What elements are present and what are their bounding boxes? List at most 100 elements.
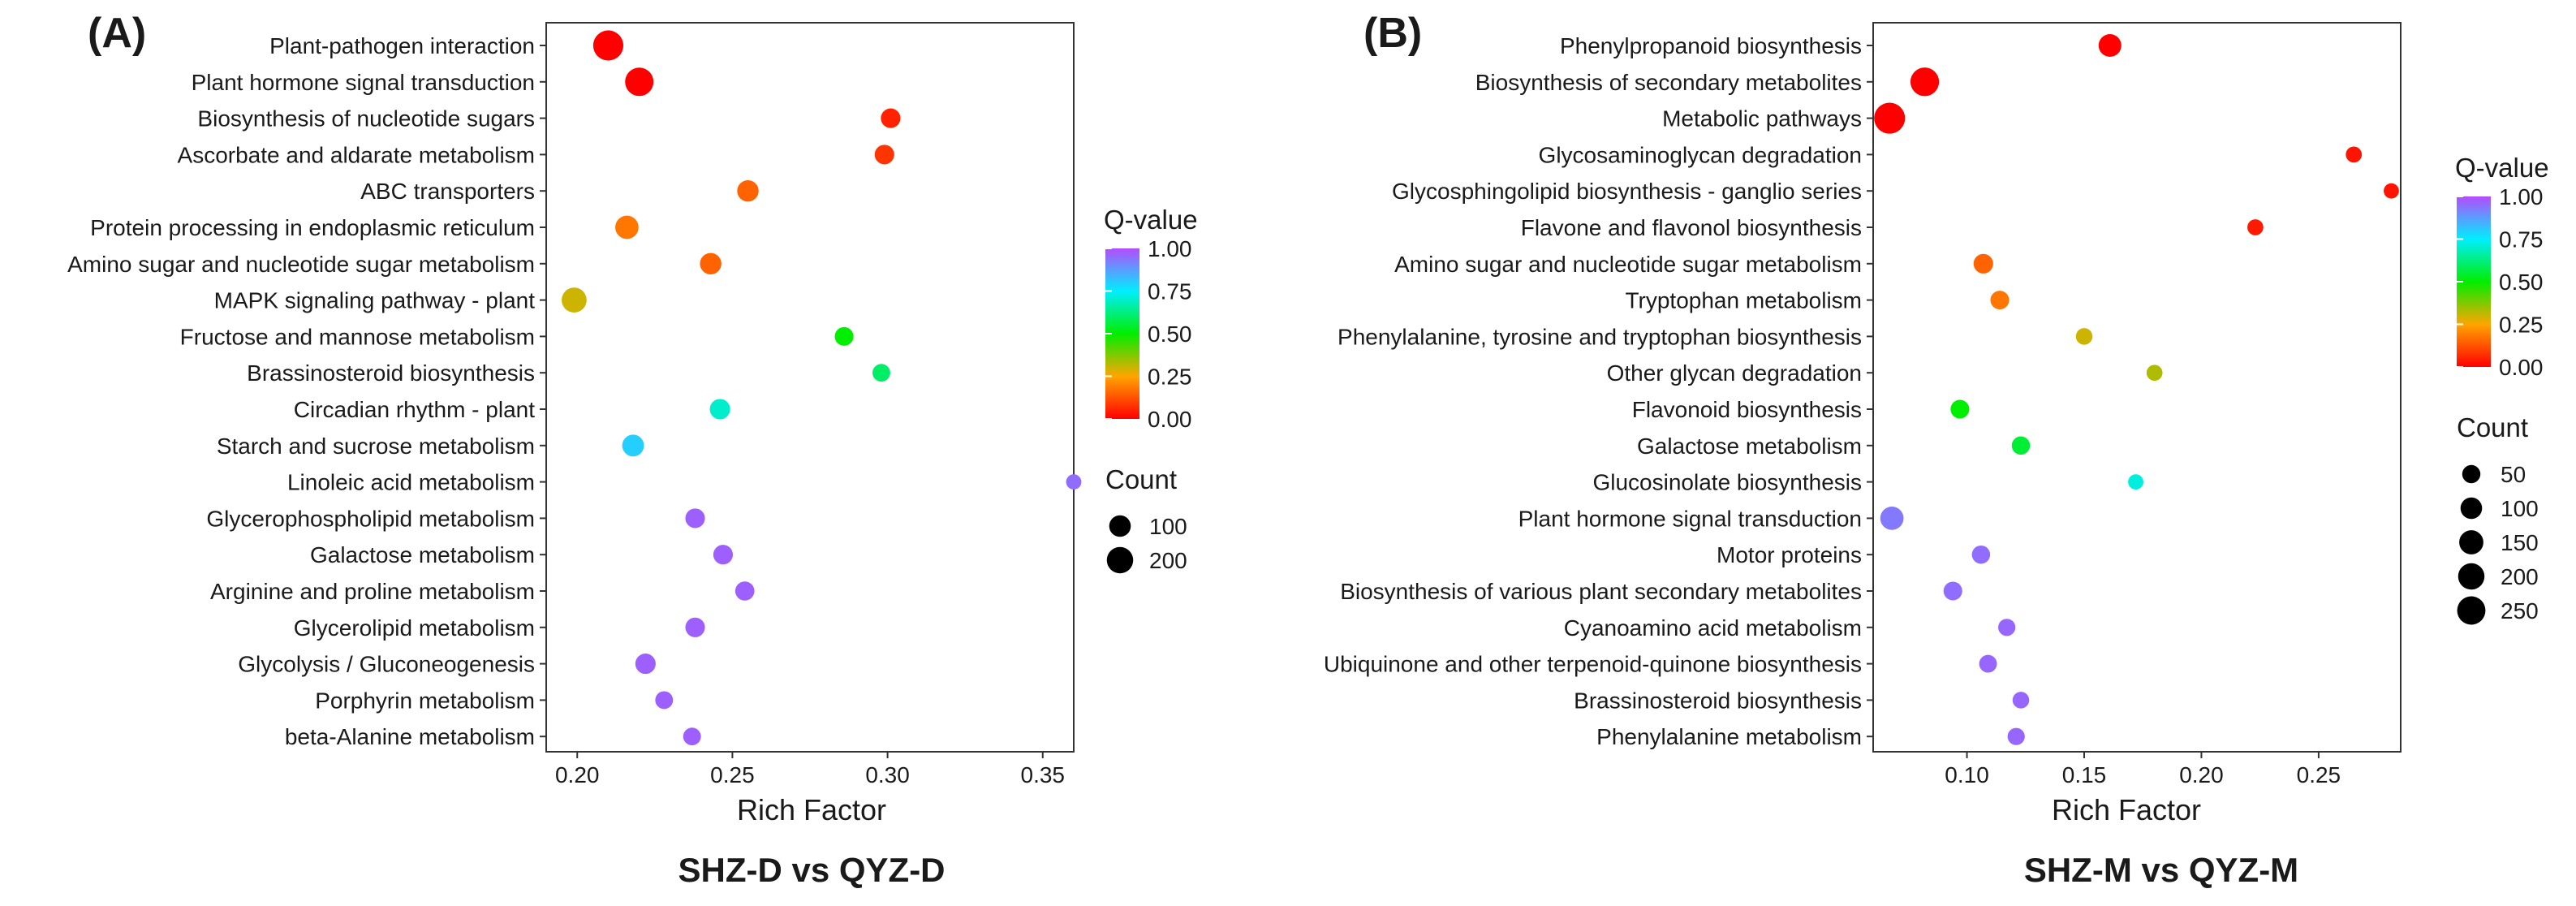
colorbar-tick-label: 0.50	[2499, 270, 2544, 295]
colorbar-tick-label: 0.00	[1148, 407, 1192, 432]
pathway-label: Porphyrin metabolism	[315, 688, 535, 713]
panel-b-label: (B)	[1363, 10, 1422, 57]
colorbar-tick-label: 1.00	[1148, 236, 1192, 261]
data-point	[1998, 619, 2016, 636]
pathway-label: Other glycan degradation	[1607, 360, 1862, 386]
x-tick-label: 0.30	[865, 762, 910, 787]
data-point	[734, 581, 755, 601]
pathway-label: Glycolysis / Gluconeogenesis	[238, 652, 535, 677]
x-tick-label: 0.20	[2179, 762, 2224, 787]
data-point	[592, 30, 624, 61]
data-point	[1910, 67, 1940, 97]
x-tick-label: 0.20	[555, 762, 600, 787]
panel-a: (A) Plant-pathogen interaction Plant horm…	[67, 10, 1197, 889]
pathway-label: Ubiquinone and other terpenoid-quinone b…	[1324, 652, 1862, 677]
data-point	[2007, 727, 2025, 745]
panel-a-caption: SHZ-D vs QYZ-D	[678, 851, 945, 889]
pathway-label: Tryptophan metabolism	[1625, 288, 1862, 313]
size-legend-label: 200	[1149, 548, 1187, 573]
x-tick-label: 0.15	[2062, 762, 2107, 787]
pathway-label: Fructose and mannose metabolism	[180, 324, 535, 349]
data-point	[2011, 436, 2031, 455]
data-point	[2247, 219, 2264, 235]
data-point	[2128, 474, 2143, 490]
pathway-label: Motor proteins	[1717, 542, 1862, 567]
size-legend-label: 150	[2501, 530, 2539, 555]
colorbar-tick-label: 0.75	[1148, 279, 1192, 304]
data-point	[635, 654, 656, 675]
size-legend-label: 250	[2501, 598, 2539, 623]
x-tick-label: 0.25	[710, 762, 755, 787]
data-point	[1979, 654, 1997, 673]
data-point	[683, 727, 701, 746]
size-legend-dot	[2460, 497, 2483, 520]
size-legend-dot	[1106, 546, 1134, 574]
panel-b-y-ticks	[1867, 45, 1873, 738]
pathway-label: Cyanoamino acid metabolism	[1564, 615, 1862, 641]
pathway-label: Glycosaminoglycan degradation	[1539, 142, 1862, 167]
data-point	[700, 252, 722, 275]
size-legend-label: 100	[1149, 514, 1187, 539]
data-point	[2146, 365, 2163, 382]
size-legend-label: 50	[2501, 462, 2526, 487]
pathway-label: Amino sugar and nucleotide sugar metabol…	[67, 252, 535, 277]
panel-b-pathway-labels: Phenylpropanoid biosynthesis Biosynthesis…	[1324, 33, 1862, 749]
pathway-label: Metabolic pathways	[1662, 106, 1862, 132]
pathway-label: Flavone and flavonol biosynthesis	[1521, 215, 1862, 240]
x-tick-label: 0.35	[1021, 762, 1066, 787]
size-legend-label: 200	[2501, 564, 2539, 589]
panel-a-y-ticks	[540, 45, 546, 738]
panel-b-count-legend-title: Count	[2457, 412, 2528, 442]
data-point	[615, 215, 639, 239]
panel-b-x-axis-title: Rich Factor	[2052, 793, 2201, 826]
pathway-label: Flavonoid biosynthesis	[1632, 397, 1862, 422]
data-point	[1066, 474, 1082, 490]
colorbar-tick-label: 0.75	[2499, 227, 2544, 252]
pathway-label: ABC transporters	[360, 179, 535, 204]
panel-b-caption: SHZ-M vs QYZ-M	[2024, 851, 2298, 889]
pathway-label: Biosynthesis of secondary metabolites	[1475, 70, 1862, 95]
panel-b-qvalue-legend-title: Q-value	[2455, 153, 2549, 183]
panel-a-label: (A)	[88, 10, 146, 57]
panel-a-count-legend-title: Count	[1105, 464, 1177, 494]
data-point	[685, 617, 705, 637]
panel-a-qvalue-legend-title: Q-value	[1104, 205, 1198, 235]
panel-a-count-legend: Count 100 200	[1105, 464, 1187, 574]
panel-a-points	[562, 30, 1082, 746]
data-point	[709, 399, 730, 420]
pathway-label: Plant hormone signal transduction	[1518, 506, 1862, 531]
size-legend-dot	[2457, 596, 2486, 625]
panel-a-plot-frame	[545, 22, 1075, 753]
data-point	[1943, 581, 1962, 601]
panel-b-qvalue-legend: Q-value 1.00 0.75 0.50 0.25 0.00	[2455, 153, 2549, 380]
pathway-label: Starch and sucrose metabolism	[217, 434, 535, 459]
panel-a-x-axis-title: Rich Factor	[737, 793, 886, 826]
data-point	[1874, 102, 1906, 134]
data-point	[872, 364, 890, 382]
pathway-label: beta-Alanine metabolism	[285, 724, 535, 749]
data-point	[874, 145, 894, 165]
pathway-label: Protein processing in endoplasmic reticu…	[90, 215, 535, 240]
colorbar-tick-label: 0.25	[2499, 313, 2544, 338]
size-legend-dot	[2459, 530, 2483, 554]
pathway-label: Glucosinolate biosynthesis	[1592, 470, 1862, 495]
data-point	[685, 508, 705, 528]
data-point	[834, 326, 854, 346]
colorbar-tick-label: 0.50	[1148, 321, 1192, 347]
pathway-label: Phenylalanine, tyrosine and tryptophan b…	[1338, 324, 1862, 349]
data-point	[1990, 291, 2010, 310]
pathway-label: MAPK signaling pathway - plant	[214, 288, 536, 313]
data-point	[625, 67, 654, 97]
size-legend-dot	[2462, 464, 2481, 484]
x-tick-label: 0.25	[2297, 762, 2341, 787]
pathway-label: Circadian rhythm - plant	[294, 397, 535, 422]
colorbar-tick-label: 1.00	[2499, 184, 2544, 209]
size-legend-dot	[1109, 515, 1131, 537]
panel-b-count-legend: Count 50 100 150 200 250	[2457, 412, 2539, 625]
data-point	[655, 691, 674, 710]
data-point	[622, 434, 644, 457]
data-point	[1950, 399, 1970, 419]
pathway-label: Glycerophospholipid metabolism	[206, 506, 535, 531]
x-tick-label: 0.10	[1945, 762, 1989, 787]
